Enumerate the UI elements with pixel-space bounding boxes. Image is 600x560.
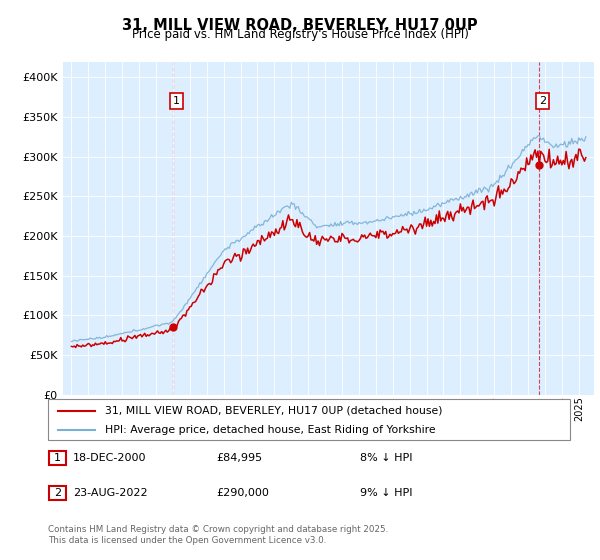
Text: 18-DEC-2000: 18-DEC-2000 xyxy=(73,453,146,463)
Text: 2: 2 xyxy=(54,488,61,498)
Text: 1: 1 xyxy=(54,453,61,463)
FancyBboxPatch shape xyxy=(48,399,570,440)
Text: Contains HM Land Registry data © Crown copyright and database right 2025.
This d: Contains HM Land Registry data © Crown c… xyxy=(48,525,388,545)
FancyBboxPatch shape xyxy=(49,486,66,501)
Text: 23-AUG-2022: 23-AUG-2022 xyxy=(73,488,148,498)
Text: 31, MILL VIEW ROAD, BEVERLEY, HU17 0UP: 31, MILL VIEW ROAD, BEVERLEY, HU17 0UP xyxy=(122,18,478,33)
Text: £290,000: £290,000 xyxy=(216,488,269,498)
Text: HPI: Average price, detached house, East Riding of Yorkshire: HPI: Average price, detached house, East… xyxy=(106,424,436,435)
Text: 2: 2 xyxy=(539,96,546,106)
Text: 9% ↓ HPI: 9% ↓ HPI xyxy=(360,488,413,498)
Text: 1: 1 xyxy=(173,96,180,106)
Text: 31, MILL VIEW ROAD, BEVERLEY, HU17 0UP (detached house): 31, MILL VIEW ROAD, BEVERLEY, HU17 0UP (… xyxy=(106,405,443,416)
FancyBboxPatch shape xyxy=(49,451,66,465)
Text: £84,995: £84,995 xyxy=(216,453,262,463)
Text: Price paid vs. HM Land Registry's House Price Index (HPI): Price paid vs. HM Land Registry's House … xyxy=(131,28,469,41)
Text: 8% ↓ HPI: 8% ↓ HPI xyxy=(360,453,413,463)
